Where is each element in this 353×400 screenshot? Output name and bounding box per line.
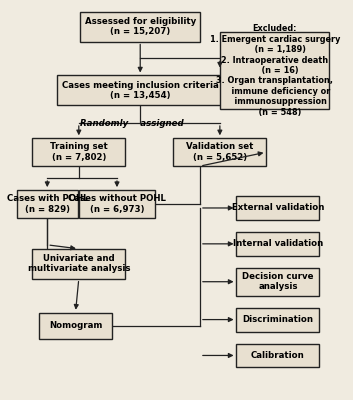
Text: Validation set
(n = 5,652): Validation set (n = 5,652) [186, 142, 253, 162]
FancyBboxPatch shape [173, 138, 267, 166]
FancyBboxPatch shape [220, 32, 329, 109]
FancyBboxPatch shape [237, 344, 319, 368]
Text: Calibration: Calibration [251, 351, 305, 360]
Text: Cases without POHL
(n = 6,973): Cases without POHL (n = 6,973) [68, 194, 166, 214]
Text: Cases meeting inclusion criteria
(n = 13,454): Cases meeting inclusion criteria (n = 13… [62, 81, 219, 100]
Text: Assessed for eligibility
(n = 15,207): Assessed for eligibility (n = 15,207) [85, 17, 196, 36]
Text: External validation: External validation [232, 204, 324, 212]
FancyBboxPatch shape [237, 232, 319, 256]
Text: Cases with POHL
(n = 829): Cases with POHL (n = 829) [6, 194, 88, 214]
Text: Univariate and
multivariate analysis: Univariate and multivariate analysis [28, 254, 130, 274]
Text: Internal validation: Internal validation [233, 239, 323, 248]
Text: Discrimination: Discrimination [243, 315, 313, 324]
FancyBboxPatch shape [39, 313, 112, 338]
FancyBboxPatch shape [32, 138, 125, 166]
FancyBboxPatch shape [237, 308, 319, 332]
FancyBboxPatch shape [80, 12, 200, 42]
FancyBboxPatch shape [79, 190, 155, 218]
Text: Excluded:
1. Emergent cardiac surgery
    (n = 1,189)
2. Intraoperative death
  : Excluded: 1. Emergent cardiac surgery (n… [210, 24, 340, 116]
FancyBboxPatch shape [32, 249, 125, 279]
FancyBboxPatch shape [17, 190, 78, 218]
Text: Randomly    assigned: Randomly assigned [80, 118, 184, 128]
FancyBboxPatch shape [237, 268, 319, 296]
FancyBboxPatch shape [57, 76, 223, 105]
Text: Nomogram: Nomogram [49, 321, 102, 330]
FancyBboxPatch shape [237, 196, 319, 220]
Text: Training set
(n = 7,802): Training set (n = 7,802) [50, 142, 108, 162]
Text: Decision curve
analysis: Decision curve analysis [242, 272, 314, 292]
